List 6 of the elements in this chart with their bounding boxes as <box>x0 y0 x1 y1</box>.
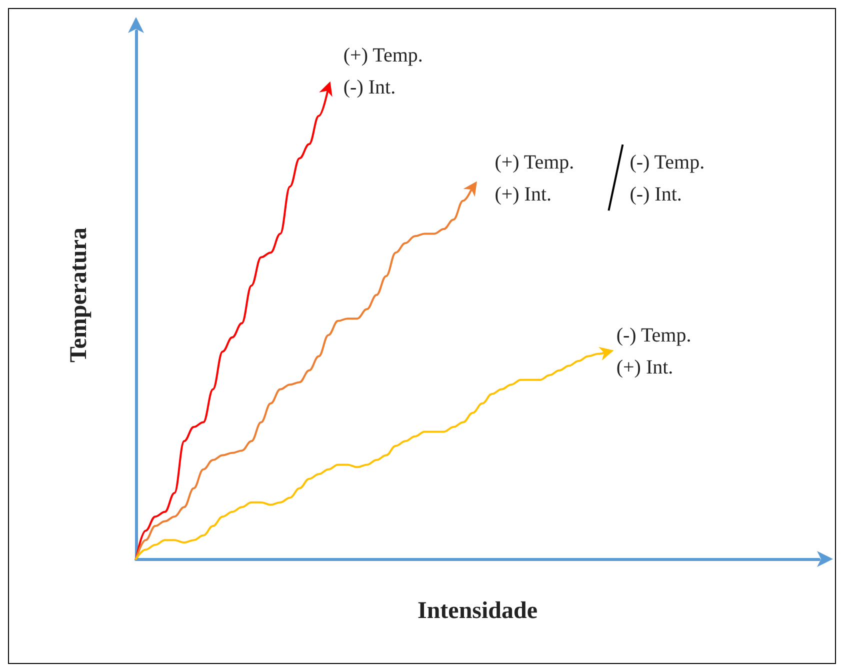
annotation: (+) Temp. (-) Int. <box>343 44 423 99</box>
annotation: (-) Temp. (+) Int. <box>616 324 692 379</box>
annotation: (+) Temp. (+) Int. <box>494 152 574 206</box>
y-axis-title: Temperatura <box>66 227 92 363</box>
annotation: (-) Temp. (-) Int. <box>630 152 705 206</box>
x-axis-title: Intensidade <box>417 598 538 624</box>
